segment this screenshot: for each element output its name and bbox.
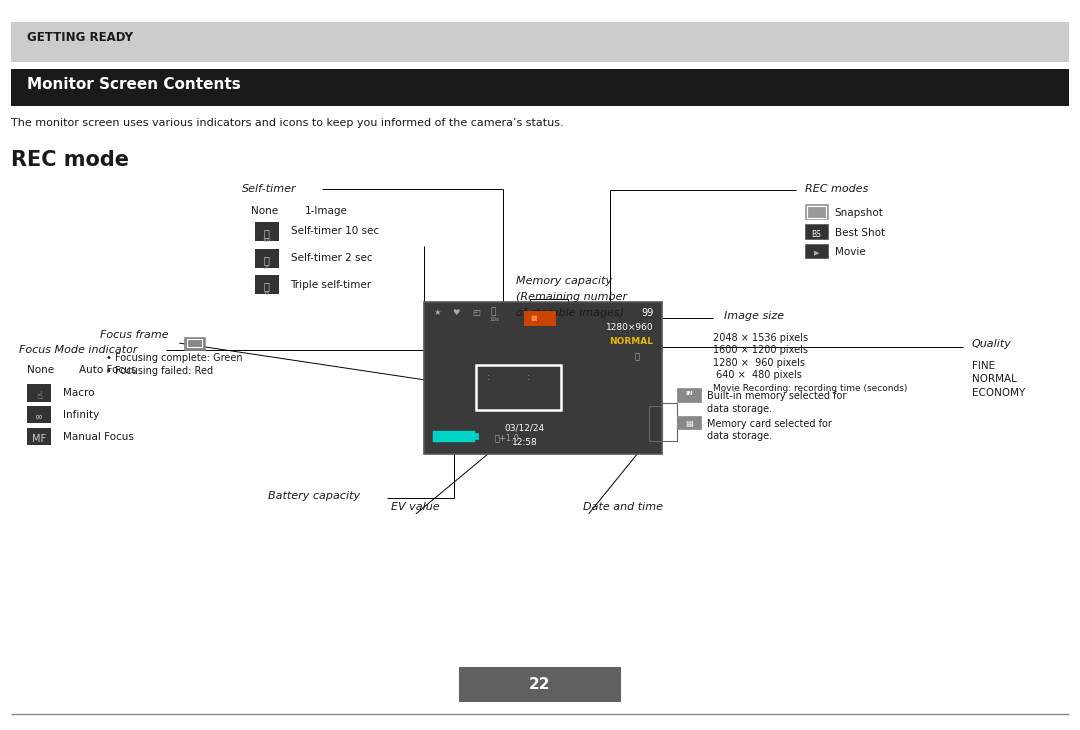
Text: data storage.: data storage. xyxy=(707,404,772,414)
Text: REC mode: REC mode xyxy=(11,150,129,169)
Bar xyxy=(524,311,556,326)
Text: ECONOMY: ECONOMY xyxy=(972,388,1025,398)
Bar xyxy=(677,416,701,429)
Text: 640 ×  480 pixels: 640 × 480 pixels xyxy=(713,370,801,380)
Text: Memory card selected for: Memory card selected for xyxy=(707,419,833,429)
Bar xyxy=(424,302,662,454)
Text: REC modes: REC modes xyxy=(805,184,868,194)
Text: Quality: Quality xyxy=(972,339,1012,350)
Bar xyxy=(11,69,1069,106)
Text: BS: BS xyxy=(811,230,822,239)
Bar xyxy=(459,667,621,702)
Text: The monitor screen uses various indicators and icons to keep you informed of the: The monitor screen uses various indicato… xyxy=(11,118,564,128)
Text: (Remaining number: (Remaining number xyxy=(516,292,627,302)
Text: 99: 99 xyxy=(642,308,653,318)
Text: MF: MF xyxy=(31,434,46,445)
Bar xyxy=(474,433,478,439)
Bar xyxy=(476,365,561,410)
Text: Self-timer: Self-timer xyxy=(242,184,297,194)
Text: None: None xyxy=(251,206,278,216)
Text: 1-Image: 1-Image xyxy=(305,206,348,216)
Text: • Focusing failed: Red: • Focusing failed: Red xyxy=(106,366,213,377)
Bar xyxy=(27,384,51,402)
Text: FINE: FINE xyxy=(972,361,995,372)
Text: NORMAL: NORMAL xyxy=(609,337,653,346)
Text: 1600 × 1200 pixels: 1600 × 1200 pixels xyxy=(713,345,808,356)
Text: data storage.: data storage. xyxy=(707,431,772,442)
Bar xyxy=(187,339,202,347)
Text: 2s: 2s xyxy=(264,265,270,270)
Text: ⏲: ⏲ xyxy=(490,307,496,316)
Text: Monitor Screen Contents: Monitor Screen Contents xyxy=(27,77,241,92)
Text: 10s: 10s xyxy=(262,238,271,243)
Text: Movie: Movie xyxy=(835,247,865,258)
Text: of storable images): of storable images) xyxy=(516,308,624,318)
Text: Self-timer 2 sec: Self-timer 2 sec xyxy=(291,253,373,264)
Text: ⏰: ⏰ xyxy=(264,228,270,238)
Text: 22: 22 xyxy=(529,677,551,691)
Text: ⏰: ⏰ xyxy=(264,281,270,291)
Text: EV value: EV value xyxy=(391,502,441,512)
Text: None: None xyxy=(27,365,54,375)
Text: Snapshot: Snapshot xyxy=(835,208,883,218)
Text: ♥: ♥ xyxy=(453,308,460,317)
Text: Focus Mode indicator: Focus Mode indicator xyxy=(19,345,138,355)
Text: 12:58: 12:58 xyxy=(512,438,538,447)
Bar xyxy=(649,406,662,441)
Text: ★: ★ xyxy=(433,308,441,317)
Text: Infinity: Infinity xyxy=(63,410,99,420)
Text: Movie Recording: recording time (seconds): Movie Recording: recording time (seconds… xyxy=(713,384,907,393)
Bar xyxy=(255,222,279,241)
Bar xyxy=(805,224,828,239)
Text: Focus frame: Focus frame xyxy=(100,330,170,340)
Text: NORMAL: NORMAL xyxy=(972,374,1017,385)
Text: • Focusing complete: Green: • Focusing complete: Green xyxy=(106,353,243,364)
Text: x3: x3 xyxy=(264,291,270,296)
Text: :: : xyxy=(487,372,490,383)
Text: Built-in memory selected for: Built-in memory selected for xyxy=(707,391,847,402)
Bar xyxy=(805,244,828,258)
Text: Battery capacity: Battery capacity xyxy=(268,491,360,501)
Bar xyxy=(433,431,474,441)
Text: Macro: Macro xyxy=(63,388,94,399)
Bar xyxy=(255,249,279,268)
Text: ⎙: ⎙ xyxy=(635,352,640,361)
Bar xyxy=(255,275,279,294)
Text: IN: IN xyxy=(685,391,693,396)
Text: ▤: ▤ xyxy=(685,419,693,428)
Bar xyxy=(677,388,701,402)
Text: ⏰: ⏰ xyxy=(264,255,270,265)
Text: Manual Focus: Manual Focus xyxy=(63,432,134,442)
Text: ☝: ☝ xyxy=(36,391,42,401)
Text: 03/12/24: 03/12/24 xyxy=(504,423,545,432)
Bar xyxy=(27,428,51,445)
Text: ▶: ▶ xyxy=(814,250,819,256)
Text: ◰: ◰ xyxy=(472,308,480,317)
Text: 1280×960: 1280×960 xyxy=(606,323,653,331)
Bar xyxy=(662,403,677,441)
Text: 1280 ×  960 pixels: 1280 × 960 pixels xyxy=(713,358,805,368)
Text: Memory capacity: Memory capacity xyxy=(516,276,612,286)
Text: Self-timer 10 sec: Self-timer 10 sec xyxy=(291,226,379,237)
Text: Best Shot: Best Shot xyxy=(835,228,885,238)
Text: 10s: 10s xyxy=(489,317,499,322)
Text: Triple self-timer: Triple self-timer xyxy=(291,280,372,290)
Text: ■: ■ xyxy=(530,315,537,321)
Text: Image size: Image size xyxy=(724,311,784,321)
Bar xyxy=(807,206,826,218)
Text: Auto Focus: Auto Focus xyxy=(79,365,136,375)
Text: ⓩ+1.0: ⓩ+1.0 xyxy=(495,434,519,442)
Text: :: : xyxy=(527,372,530,383)
Text: 2048 × 1536 pixels: 2048 × 1536 pixels xyxy=(713,333,808,343)
Text: GETTING READY: GETTING READY xyxy=(27,31,133,44)
Bar xyxy=(11,22,1069,62)
Bar xyxy=(184,337,205,350)
Text: ∞: ∞ xyxy=(35,412,43,423)
Text: Date and time: Date and time xyxy=(583,502,663,512)
Bar xyxy=(27,406,51,423)
Bar xyxy=(805,204,828,219)
